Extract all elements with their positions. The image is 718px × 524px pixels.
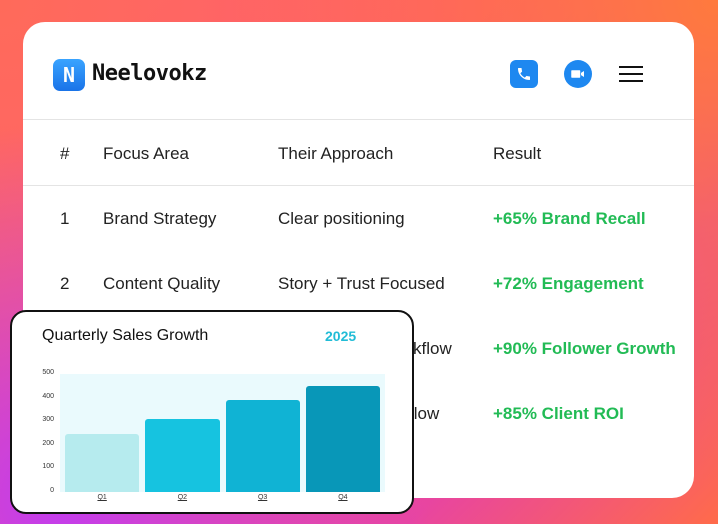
row-result: +72% Engagement: [493, 274, 644, 293]
header: N Neelovokz: [23, 22, 694, 120]
row-result: +90% Follower Growth: [493, 339, 676, 358]
chart-plot-area: [60, 374, 385, 492]
video-camera-icon: [571, 70, 584, 78]
phone-icon: [518, 68, 530, 80]
table-header-num: #: [60, 144, 70, 163]
brand-name[interactable]: Neelovokz: [92, 61, 207, 86]
row-focus: Content Quality: [103, 274, 221, 293]
row-number: 2: [60, 274, 70, 293]
bar-q3[interactable]: [225, 399, 300, 492]
menu-line: [619, 80, 643, 82]
y-tick-label: 100: [42, 463, 54, 471]
bar-q4[interactable]: [305, 385, 380, 492]
y-tick-label: 0: [50, 487, 54, 494]
x-tick-label: Q2: [177, 494, 188, 501]
hamburger-menu-icon[interactable]: [617, 60, 645, 88]
y-tick-label: 500: [42, 369, 54, 376]
x-tick-label: Q3: [257, 494, 268, 501]
bar-q1[interactable]: [65, 434, 140, 492]
row-approach: Clear positioning: [278, 209, 405, 228]
menu-line: [619, 66, 643, 68]
chart-year: 2025: [325, 328, 357, 344]
header-divider: [23, 185, 694, 186]
phone-button[interactable]: [510, 60, 538, 88]
row-result: +65% Brand Recall: [493, 209, 646, 228]
row-focus: Brand Strategy: [103, 209, 217, 228]
x-tick-label: Q1: [97, 494, 107, 501]
x-tick-label: Q4: [338, 494, 348, 501]
y-tick-label: 200: [42, 439, 54, 447]
table-header-focus: Focus Area: [103, 144, 189, 163]
row-approach: kflow: [413, 339, 452, 358]
y-tick-label: 400: [42, 392, 54, 400]
bar-q2[interactable]: [145, 418, 220, 492]
sales-chart-card: Quarterly Sales Growth 2025 0 100 200 300 40…: [10, 310, 414, 514]
row-number: 1: [60, 209, 70, 228]
row-approach: flow: [409, 404, 440, 423]
table-header-approach: Their Approach: [278, 144, 394, 163]
video-button[interactable]: [564, 60, 592, 88]
y-tick-label: 300: [42, 416, 54, 424]
logo-icon[interactable]: N: [53, 59, 85, 91]
chart-title: Quarterly Sales Growth: [42, 327, 209, 344]
table-header-result: Result: [493, 144, 542, 163]
row-result: +85% Client ROI: [493, 404, 624, 423]
row-approach: Story + Trust Focused: [278, 274, 445, 293]
menu-line: [619, 73, 643, 75]
